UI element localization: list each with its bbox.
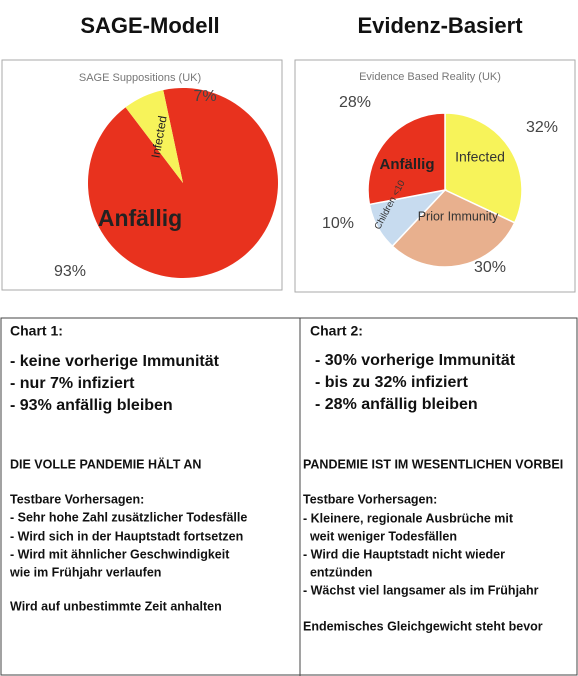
conclusion: Endemisches Gleichgewicht steht bevor bbox=[303, 619, 543, 633]
value-label: 30% bbox=[474, 259, 506, 276]
predictions-title: Testbare Vorhersagen: bbox=[303, 492, 437, 506]
value-label: 10% bbox=[322, 215, 354, 232]
prediction: wie im Frühjahr verlaufen bbox=[9, 565, 161, 579]
prediction: - Sehr hohe Zahl zusätzlicher Todesfälle bbox=[10, 510, 247, 524]
summary-point: - 93% anfällig bleiben bbox=[10, 397, 173, 414]
table-frame bbox=[0, 317, 578, 676]
slice-label: Infected bbox=[455, 149, 505, 165]
column-header: Chart 1: bbox=[10, 323, 63, 339]
prediction: - Wird mit ähnlicher Geschwindigkeit bbox=[10, 547, 230, 561]
prediction: - Wird die Hauptstadt nicht wieder bbox=[303, 547, 505, 561]
summary-point: - 28% anfällig bleiben bbox=[315, 396, 478, 413]
summary-point: - keine vorherige Immunität bbox=[10, 353, 220, 370]
summary-point: - 30% vorherige Immunität bbox=[315, 352, 516, 369]
prediction: - Wird sich in der Hauptstadt fortsetzen bbox=[10, 529, 243, 543]
pie-slice bbox=[444, 112, 523, 224]
slice-label: Prior Immunity bbox=[418, 209, 499, 223]
chart-title: Evidence Based Reality (UK) bbox=[359, 71, 501, 83]
pie-slice bbox=[125, 90, 183, 183]
prediction: - Kleinere, regionale Ausbrüche mit bbox=[303, 511, 514, 525]
slice-label: Anfällig bbox=[98, 205, 182, 231]
prediction: - Wächst viel langsamer als im Frühjahr bbox=[303, 583, 539, 597]
chart-frame bbox=[294, 59, 576, 293]
value-label: 7% bbox=[193, 88, 216, 105]
conclusion: Wird auf unbestimmte Zeit anhalten bbox=[10, 599, 222, 613]
summary-point: - bis zu 32% infiziert bbox=[315, 374, 469, 391]
slice-label: Anfällig bbox=[380, 156, 435, 173]
heading: SAGE-Modell bbox=[80, 13, 219, 38]
statement: PANDEMIE IST IM WESENTLICHEN VORBEI bbox=[303, 457, 563, 471]
pie-slice bbox=[367, 112, 446, 206]
summary-point: - nur 7% infiziert bbox=[10, 375, 135, 392]
column-header: Chart 2: bbox=[310, 323, 363, 339]
statement: DIE VOLLE PANDEMIE HÄLT AN bbox=[10, 456, 201, 471]
predictions-title: Testbare Vorhersagen: bbox=[10, 492, 144, 506]
prediction: entzünden bbox=[303, 565, 372, 579]
value-label: 32% bbox=[526, 119, 558, 136]
chart-frame bbox=[1, 59, 283, 291]
pie-slice bbox=[391, 189, 516, 268]
prediction: weit weniger Todesfällen bbox=[303, 529, 457, 543]
value-label: 93% bbox=[54, 263, 86, 280]
value-label: 28% bbox=[339, 94, 371, 111]
chart-title: SAGE Suppositions (UK) bbox=[79, 72, 201, 84]
heading: Evidenz-Basiert bbox=[357, 13, 523, 38]
